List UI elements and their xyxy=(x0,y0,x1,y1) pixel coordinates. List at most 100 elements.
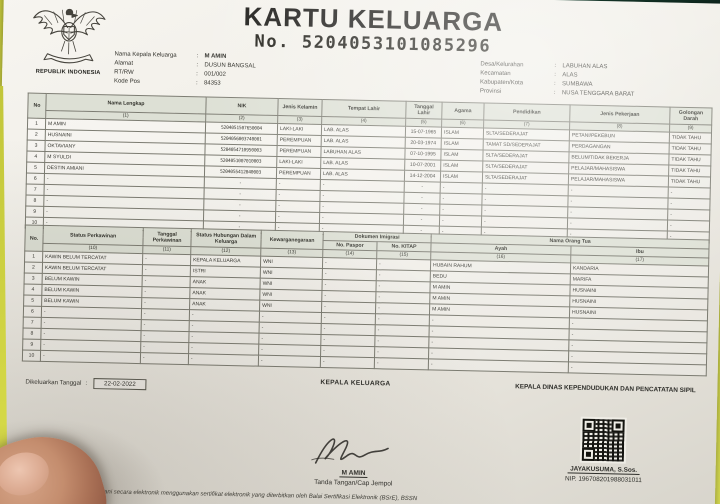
cell-golongan-darah: TIDAK TAHU xyxy=(668,176,711,188)
family-members-table: No Nama Lengkap NIK Jenis Kelamin Tempat… xyxy=(25,93,713,244)
cell-no: 1 xyxy=(24,251,43,263)
column-header-jenis-kelamin: Jenis Kelamin xyxy=(277,98,323,117)
official-name-text: JAYAKUSUMA, S.Sos. xyxy=(568,465,640,475)
cell-agama: ISLAM xyxy=(440,149,484,161)
colon: : xyxy=(85,379,88,387)
column-header-tanggal-perkawinan: Tanggal Perkawinan xyxy=(142,227,192,247)
cell-no: 9 xyxy=(22,338,41,351)
cell-no: 7 xyxy=(23,316,42,329)
cell-no: 5 xyxy=(26,162,45,174)
column-header-tanggal-lahir: Tanggal Lahir xyxy=(405,101,443,120)
document-number-value: 5204053101085296 xyxy=(301,32,492,57)
cell-no: 3 xyxy=(24,273,43,285)
issued-date-row: Dikeluarkan Tanggal : 22-02-2022 xyxy=(25,377,147,391)
cell-no: 4 xyxy=(23,284,43,296)
qr-finder-icon xyxy=(582,418,596,433)
cell-jenis-kelamin: LAKI-LAKI xyxy=(277,123,322,136)
cell-golongan-darah: - xyxy=(667,220,710,232)
cell-kewarganegaraan: - xyxy=(258,355,321,368)
background-left-edge xyxy=(0,86,7,450)
cell-no-paspor: - xyxy=(320,356,375,369)
cell-tanggal-lahir: 10-07-2001 xyxy=(404,159,441,172)
cell-agama: ISLAM xyxy=(441,138,484,150)
cell-golongan-darah: TIDAK TAHU xyxy=(669,143,712,155)
cell-golongan-darah: TIDAK TAHU xyxy=(668,154,712,166)
cell-tanggal-lahir: 07-10-1995 xyxy=(404,148,442,161)
column-header-pekerjaan: Jenis Pekerjaan xyxy=(569,104,671,125)
official-name: JAYAKUSUMA, S.Sos. xyxy=(506,464,702,475)
cell-jenis-kelamin: PEREMPUAN xyxy=(276,167,321,180)
cell-no: 7 xyxy=(25,184,45,196)
column-header-nik: NIK xyxy=(205,96,279,116)
column-header-status-hubungan: Status Hubungan Dalam Keluarga xyxy=(190,228,262,249)
signature-mark xyxy=(310,433,401,469)
cell-tanggal-perkawinan: - xyxy=(140,352,189,365)
cell-tanggal-lahir: 15-07-1965 xyxy=(405,126,442,139)
official-nip: NIP. 196708201988031011 xyxy=(564,475,642,485)
cell-jenis-kelamin: PEREMPUAN xyxy=(277,134,322,147)
document-number-label: No. xyxy=(254,31,291,53)
cell-tanggal-lahir: 14-12-2004 xyxy=(404,170,441,183)
cell-golongan-darah: TIDAK TAHU xyxy=(668,165,711,177)
cell-no: 8 xyxy=(25,195,44,207)
cell-ibu: - xyxy=(568,361,707,376)
status-parents-table: No. Status Perkawinan Tanggal Perkawinan… xyxy=(22,225,710,377)
thumb-nail xyxy=(0,446,54,502)
issued-date-label: Dikeluarkan Tanggal xyxy=(25,378,82,387)
cell-tanggal-lahir: - xyxy=(403,214,440,227)
cell-agama: - xyxy=(440,182,483,194)
cell-jenis-kelamin: PEREMPUAN xyxy=(276,145,322,158)
cell-tanggal-lahir: - xyxy=(403,192,441,205)
cell-golongan-darah: - xyxy=(667,209,710,221)
qr-code xyxy=(579,416,627,464)
cell-ayah: - xyxy=(428,358,569,373)
signature-caption: Tanda Tangan/Cap Jempol xyxy=(314,478,393,488)
issued-date-box: 22-02-2022 xyxy=(92,378,147,391)
cell-agama: - xyxy=(439,193,483,205)
cell-agama: - xyxy=(439,204,482,216)
cell-tanggal-lahir: - xyxy=(404,181,441,194)
cell-no: 5 xyxy=(23,295,42,307)
cell-golongan-darah: - xyxy=(668,187,711,199)
column-header-pendidikan: Pendidikan xyxy=(483,103,571,122)
region-info-block: Desa/Kelurahan: LABUHAN ALAS Kecamatan: AL… xyxy=(480,60,711,101)
cell-no: 4 xyxy=(26,151,45,163)
column-header-tempat-lahir: Tempat Lahir xyxy=(321,99,407,119)
cell-agama: ISLAM xyxy=(440,160,483,172)
head-of-family-label: KEPALA KELUARGA xyxy=(320,378,391,388)
cell-no: 9 xyxy=(25,206,44,218)
cell-no: 6 xyxy=(26,173,45,185)
cell-agama: - xyxy=(439,215,482,227)
cell-tanggal-lahir: - xyxy=(403,203,440,216)
civil-registry-office-label: KEPALA DINAS KEPENDUDUKAN DAN PENCATATAN… xyxy=(515,383,696,395)
cell-status-hubungan: - xyxy=(188,353,259,367)
cell-agama: ISLAM xyxy=(440,171,483,183)
cell-jenis-kelamin: LAKI-LAKI xyxy=(276,156,321,169)
column-header-no: No xyxy=(27,93,47,119)
qr-finder-icon xyxy=(611,419,625,433)
head-of-family-name-text: M AMIN xyxy=(339,469,368,479)
column-header-no: No. xyxy=(24,225,44,252)
electronic-signature-disclaimer: Dokumen ini telah ditandatangani secara … xyxy=(22,487,418,503)
cell-no: 8 xyxy=(22,327,42,340)
cell-no: 2 xyxy=(24,262,43,274)
cell-no: 6 xyxy=(23,306,42,318)
cell-no: 3 xyxy=(26,140,46,152)
cell-no: 2 xyxy=(27,129,46,141)
column-header-kewarganegaraan: Kewarganegaraan xyxy=(260,230,324,250)
column-header-golongan-darah: Golongan Darah xyxy=(669,107,713,125)
cell-tanggal-lahir: 20-03-1974 xyxy=(405,137,442,150)
household-info-block: Nama Kepala Keluarga: M AMIN Alamat: DUSUN… xyxy=(114,50,375,92)
column-header-status-perkawinan: Status Perkawinan xyxy=(42,225,144,246)
cell-no: 10 xyxy=(22,349,41,362)
cell-golongan-darah: TIDAK TAHU xyxy=(669,132,712,144)
cell-status-perkawinan: - xyxy=(40,350,141,364)
qr-finder-icon xyxy=(581,447,596,462)
cell-golongan-darah: - xyxy=(667,198,711,210)
cell-agama: ISLAM xyxy=(441,127,484,139)
cell-no: 1 xyxy=(27,118,46,130)
garuda-emblem-icon xyxy=(28,1,109,69)
column-header-agama: Agama xyxy=(441,102,485,120)
